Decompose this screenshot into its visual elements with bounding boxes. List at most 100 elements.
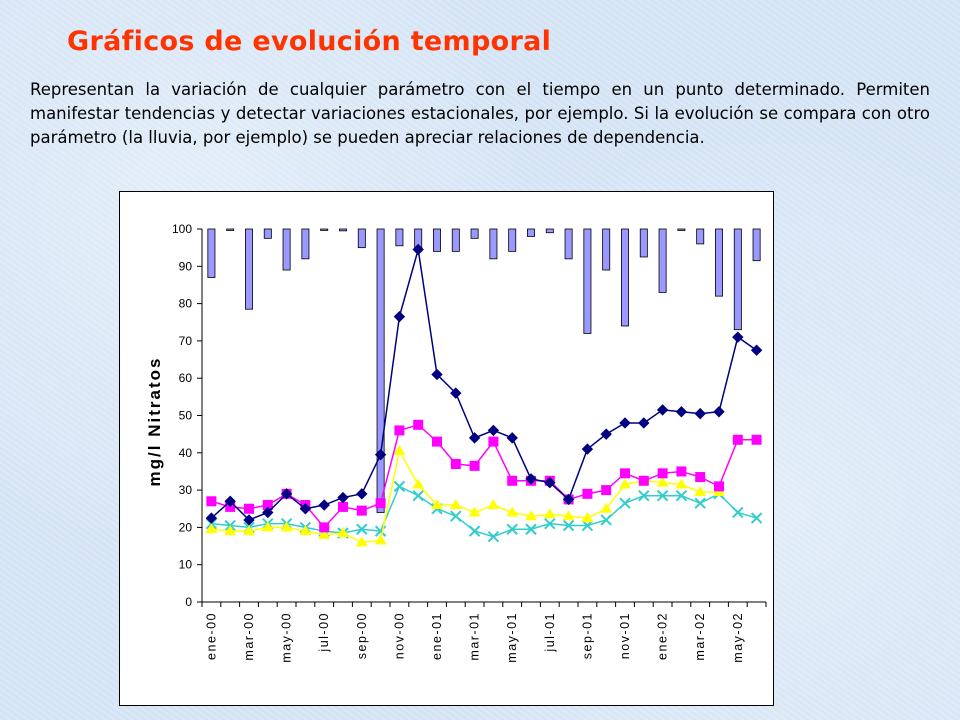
data-point-stroke [487,531,500,543]
data-point [450,510,462,522]
data-point [713,406,725,418]
rain-bar [395,228,404,247]
data-point [261,521,274,532]
data-point-stroke [675,489,688,502]
data-point [243,514,255,526]
rain-bar [433,228,441,252]
data-point [620,468,630,479]
series-line-cyan [211,485,757,538]
data-point [206,496,217,507]
y-tick-label: 50 [179,409,193,423]
data-point [262,500,273,511]
data-point [732,506,744,519]
data-point [600,428,612,440]
data-point [694,407,706,420]
data-point-stroke [694,497,706,509]
data-point [468,506,481,517]
data-point [337,491,349,504]
data-point [205,512,218,524]
data-point [469,460,480,471]
x-tick-label: mar-01 [468,612,482,661]
data-point [468,432,481,444]
x-tick-label: may-02 [731,612,745,663]
rain-bar [677,228,686,231]
rain-bar [696,228,705,245]
series-line-magenta [211,423,757,529]
data-point [694,497,706,509]
data-point [487,499,500,510]
data-point [675,478,688,489]
data-point [299,525,312,536]
data-point [244,503,254,514]
data-point [299,503,312,515]
data-point [205,523,218,534]
data-point [750,512,763,524]
data-point [525,510,537,521]
rain-bar [282,228,291,271]
data-point [600,502,613,513]
data-point [656,489,669,502]
data-point [338,501,348,512]
data-point [318,528,331,539]
rain-bar [357,228,366,249]
data-point [243,525,255,536]
data-point [487,531,500,543]
data-point [432,436,442,447]
data-point [393,480,406,493]
data-point [562,493,575,506]
data-point [601,485,612,496]
rain-bar [621,228,629,327]
data-point-stroke [393,480,406,493]
data-point [656,476,669,487]
data-point [280,488,293,500]
data-point [600,514,612,526]
data-point [657,468,668,479]
data-point [562,519,575,532]
x-tick-label: may-01 [505,612,519,663]
data-point [394,425,405,436]
rain-bar [639,228,648,258]
x-tick-label: ene-00 [204,612,218,660]
rain-bar [470,228,479,239]
rain-bar [376,228,385,513]
data-point [337,526,349,537]
data-point [412,478,425,489]
data-point [488,436,499,447]
data-point [619,478,631,489]
data-point [262,506,274,519]
data-point [413,419,424,430]
data-point [675,406,688,418]
y-tick-label: 90 [179,259,193,273]
data-point [318,499,330,511]
x-tick-label: nov-01 [618,612,632,659]
rain-bar [715,228,723,297]
data-point-stroke [525,523,537,535]
data-point-stroke [412,489,424,502]
data-point-stroke [562,519,575,532]
data-point [356,523,368,535]
data-point [506,523,518,535]
data-point [619,417,631,429]
x-tick-label: jul-00 [317,612,331,653]
data-point [449,499,462,510]
rain-bar [752,228,761,262]
data-point [694,485,707,496]
data-point-stroke [600,514,612,526]
data-point [695,472,706,483]
data-point [431,368,443,381]
data-point [638,489,650,502]
data-point [412,243,424,256]
y-tick-label: 0 [185,595,192,609]
data-point [543,508,556,519]
data-point [638,475,649,486]
data-point [431,499,443,510]
data-point [450,387,462,399]
chart-container: 0 10 20 30 40 50 60 70 80 90 100 mg/l Nitratos ene-0… [119,191,774,706]
data-point [412,489,424,502]
data-point [751,434,762,445]
data-point [732,331,744,343]
x-tick-label: may-00 [280,612,294,663]
y-tick-label: 40 [179,446,193,460]
data-point [581,443,594,455]
data-point [319,522,330,533]
